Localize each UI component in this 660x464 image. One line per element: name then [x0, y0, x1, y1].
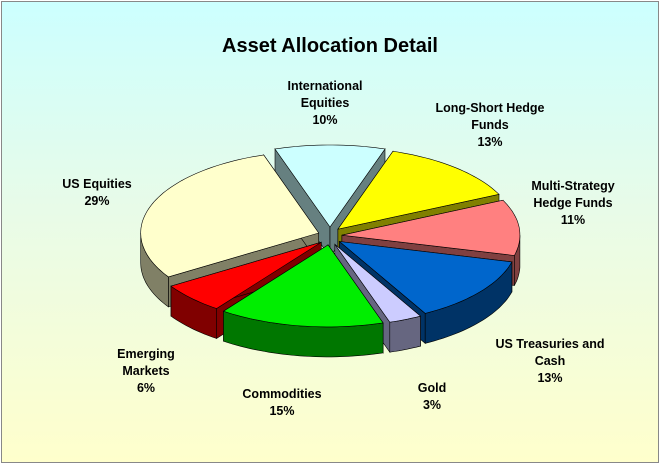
slice [341, 199, 521, 256]
data-label: US Equities 29% [47, 176, 147, 210]
label-value: 29% [84, 194, 110, 208]
data-label: International Equities 10% [275, 78, 375, 129]
label-name: Gold [417, 381, 447, 395]
slice [222, 244, 384, 328]
slice [334, 244, 422, 323]
label-name: International Equities [287, 79, 363, 110]
label-value: 15% [269, 404, 295, 418]
slice [337, 150, 500, 230]
slice [170, 241, 322, 309]
label-name: Long-Short Hedge Funds [435, 101, 545, 132]
label-name: US Equities [62, 177, 132, 191]
label-value: 6% [136, 381, 156, 395]
slice [338, 241, 513, 314]
data-label: Gold 3% [402, 380, 462, 414]
chart-title: Asset Allocation Detail [222, 35, 438, 57]
label-name: US Treasuries and Cash [495, 337, 605, 368]
label-value: 11% [560, 213, 586, 227]
data-label: Long-Short Hedge Funds 13% [435, 100, 545, 151]
label-value: 3% [422, 398, 442, 412]
label-name: Commodities [242, 387, 322, 401]
label-name: Multi-Strategy Hedge Funds [531, 179, 615, 210]
data-label: Multi-Strategy Hedge Funds 11% [518, 178, 628, 229]
label-name: Emerging Markets [117, 347, 175, 378]
slice [274, 144, 386, 228]
label-value: 13% [537, 371, 563, 385]
label-value: 13% [477, 135, 503, 149]
data-label: Commodities 15% [232, 386, 332, 420]
slice [140, 154, 320, 278]
data-label: Emerging Markets 6% [106, 346, 186, 397]
label-value: 10% [312, 113, 338, 127]
data-label: US Treasuries and Cash 13% [495, 336, 605, 387]
